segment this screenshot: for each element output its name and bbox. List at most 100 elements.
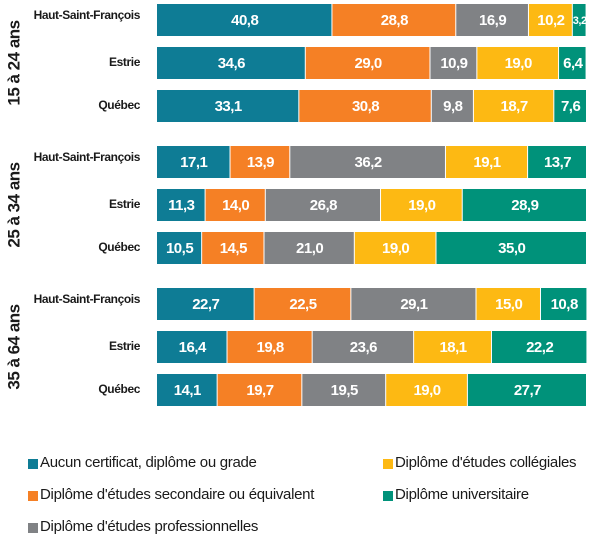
bar-segment <box>157 232 202 264</box>
value-label: 19,0 <box>408 197 435 214</box>
bar-segment <box>205 189 265 221</box>
value-label: 28,8 <box>381 12 408 29</box>
category-label: Québec <box>98 240 140 254</box>
value-label: 28,9 <box>511 197 538 214</box>
legend-swatch <box>383 459 393 469</box>
value-label: 19,0 <box>505 55 532 72</box>
bar-segment <box>299 90 431 122</box>
bar-segment <box>264 232 354 264</box>
bar-segment <box>157 189 205 221</box>
bar-segment <box>540 288 587 320</box>
value-label: 7,6 <box>561 98 581 115</box>
category-label: Haut-Saint-François <box>34 150 141 164</box>
bar-segment <box>157 288 254 320</box>
group-label: 25 à 34 ans <box>4 162 23 247</box>
bar-segment <box>230 146 290 178</box>
value-label: 10,9 <box>440 55 467 72</box>
value-label: 30,8 <box>352 98 379 115</box>
value-label: 6,4 <box>563 55 584 72</box>
bar-segment <box>157 4 332 36</box>
value-label: 29,0 <box>355 55 382 72</box>
value-label: 10,2 <box>537 12 564 29</box>
group-label: 15 à 24 ans <box>4 20 23 105</box>
bar-segment <box>302 374 386 406</box>
group-label: 35 à 64 ans <box>4 304 23 389</box>
value-label: 14,0 <box>222 197 249 214</box>
value-label: 16,4 <box>179 339 207 356</box>
bar-segment <box>157 374 217 406</box>
value-label: 18,1 <box>439 339 466 356</box>
value-label: 11,3 <box>168 197 195 214</box>
bar-segment <box>157 331 227 363</box>
value-label: 36,2 <box>355 154 382 171</box>
value-label: 15,0 <box>495 296 522 313</box>
bar-segment <box>491 331 587 363</box>
legend-swatch <box>28 491 38 501</box>
category-label: Estrie <box>109 197 141 211</box>
bar-segment <box>227 331 312 363</box>
category-label: Haut-Saint-François <box>34 8 141 22</box>
category-label: Haut-Saint-François <box>34 292 141 306</box>
bar-segment <box>354 232 436 264</box>
value-label: 14,5 <box>220 240 247 257</box>
bar-segment <box>528 4 572 36</box>
bar-segment <box>305 47 430 79</box>
bar-segment <box>445 146 528 178</box>
bar-segment <box>528 146 586 178</box>
bar-segment <box>351 288 476 320</box>
legend-label: Diplôme d'études secondaire ou équivalen… <box>40 486 315 503</box>
value-label: 17,1 <box>180 154 207 171</box>
bar-segment <box>476 288 540 320</box>
bar-segment <box>456 4 528 36</box>
bar-segment <box>157 90 299 122</box>
bar-segment <box>332 4 456 36</box>
legend-label: Aucun certificat, diplôme ou grade <box>40 454 257 471</box>
value-label: 16,9 <box>479 12 506 29</box>
bar-segment <box>436 232 586 264</box>
bar-segment <box>414 331 491 363</box>
bar-segment <box>157 146 230 178</box>
bar-segment <box>554 90 586 122</box>
value-label: 29,1 <box>400 296 427 313</box>
value-label: 19,1 <box>473 154 500 171</box>
category-label: Québec <box>98 382 140 396</box>
bar-segment <box>473 90 554 122</box>
value-label: 10,5 <box>166 240 193 257</box>
category-label: Québec <box>98 98 140 112</box>
bar-segment <box>265 189 381 221</box>
bar-segment <box>290 146 445 178</box>
value-label: 22,2 <box>526 339 553 356</box>
value-label: 22,5 <box>289 296 316 313</box>
value-label: 19,8 <box>256 339 283 356</box>
value-label: 13,9 <box>247 154 274 171</box>
value-label: 19,5 <box>331 382 358 399</box>
bar-segment <box>254 288 351 320</box>
value-label: 18,7 <box>501 98 528 115</box>
bar-segment <box>157 47 305 79</box>
bar-segment <box>467 374 586 406</box>
value-label: 23,6 <box>350 339 377 356</box>
value-label: 40,8 <box>231 12 258 29</box>
value-label: 13,7 <box>544 154 571 171</box>
category-label: Estrie <box>109 55 141 69</box>
value-label: 19,0 <box>413 382 440 399</box>
bar-segment <box>572 4 586 36</box>
bar-segment <box>431 90 473 122</box>
bar-segment <box>386 374 467 406</box>
bar-segment <box>462 189 586 221</box>
value-label: 35,0 <box>498 240 525 257</box>
bar-segment <box>217 374 302 406</box>
value-label: 19,7 <box>246 382 273 399</box>
value-label: 34,6 <box>218 55 245 72</box>
legend-label: Diplôme d'études collégiales <box>395 454 576 471</box>
legend-swatch <box>28 459 38 469</box>
bar-segment <box>381 189 462 221</box>
value-label: 22,7 <box>192 296 219 313</box>
bar-segment <box>477 47 559 79</box>
value-label: 9,8 <box>443 98 463 115</box>
bar-segment <box>202 232 264 264</box>
value-label: 14,1 <box>174 382 201 399</box>
value-label: 3,2 <box>573 15 587 27</box>
value-label: 27,7 <box>514 382 541 399</box>
